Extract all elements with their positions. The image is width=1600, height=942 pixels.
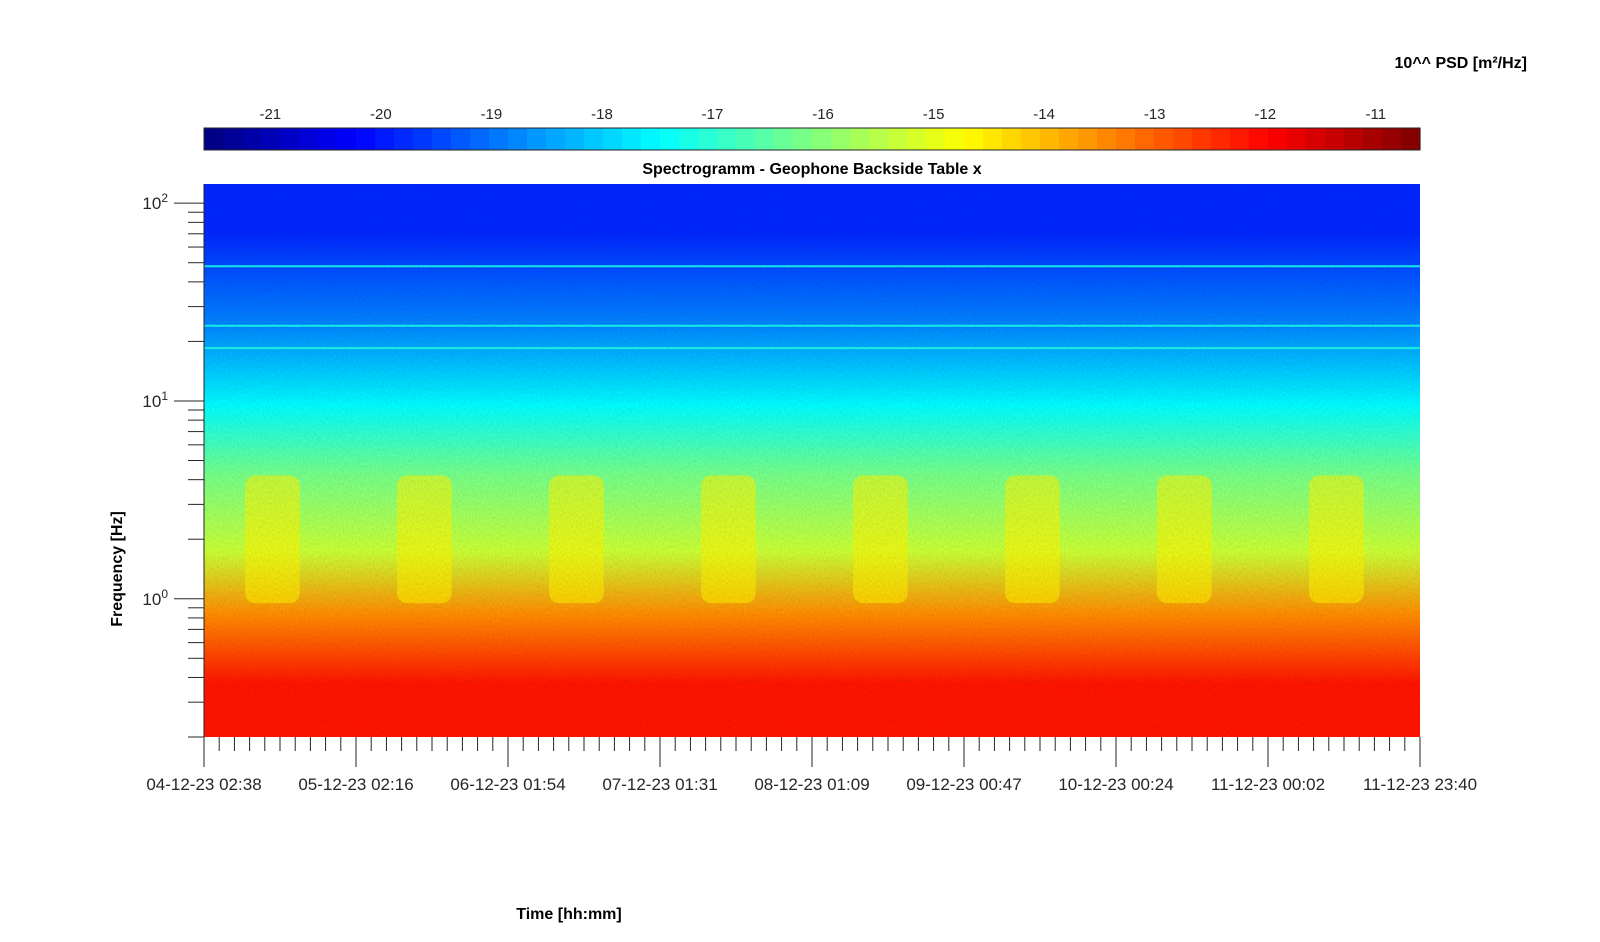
colorbar-tick-label: -21 <box>259 106 281 123</box>
colorbar-segment <box>1040 128 1060 150</box>
colorbar-segment <box>470 128 490 150</box>
colorbar-segment <box>204 128 224 150</box>
x-tick-label: 11-12-23 00:02 <box>1211 775 1325 794</box>
x-axis-label: Time [hh:mm] <box>516 906 621 923</box>
spectrogram-image <box>204 184 1516 737</box>
colorbar-segment <box>432 128 452 150</box>
colorbar-segment <box>318 128 338 150</box>
colorbar-segment <box>356 128 376 150</box>
colorbar-segment <box>565 128 585 150</box>
colorbar-segment <box>1097 128 1117 150</box>
colorbar-segment <box>641 128 661 150</box>
colorbar-segment <box>945 128 965 150</box>
colorbar-segment <box>546 128 566 150</box>
colorbar-segment <box>964 128 984 150</box>
colorbar-segment <box>793 128 813 150</box>
colorbar-segment <box>698 128 718 150</box>
colorbar-segment <box>1021 128 1041 150</box>
y-axis-label: Frequency [Hz] <box>109 511 126 627</box>
colorbar-segment <box>736 128 756 150</box>
colorbar-segment <box>926 128 946 150</box>
colorbar-segment <box>622 128 642 150</box>
y-tick-label: 101 <box>142 389 168 411</box>
x-tick-label: 09-12-23 00:47 <box>906 775 1021 794</box>
colorbar-segment <box>1211 128 1231 150</box>
y-tick-label: 102 <box>142 191 168 213</box>
colorbar-segment <box>337 128 357 150</box>
colorbar-segment <box>1249 128 1269 150</box>
colorbar-segment <box>527 128 547 150</box>
colorbar-segment <box>375 128 395 150</box>
colorbar-segment <box>888 128 908 150</box>
colorbar-segment <box>831 128 851 150</box>
colorbar-segment <box>1382 128 1402 150</box>
chart-title: Spectrogramm - Geophone Backside Table x <box>642 161 981 178</box>
colorbar-tick-label: -20 <box>370 106 392 123</box>
colorbar-segment <box>660 128 680 150</box>
colorbar-segment <box>907 128 927 150</box>
x-tick-label: 07-12-23 01:31 <box>602 775 717 794</box>
colorbar-tick-label: -13 <box>1144 106 1166 123</box>
colorbar-segment <box>1135 128 1155 150</box>
colorbar-segment <box>717 128 737 150</box>
colorbar-segment <box>755 128 775 150</box>
colorbar-tick-label: -19 <box>481 106 503 123</box>
colorbar-tick-label: -11 <box>1365 106 1386 123</box>
colorbar-segment <box>394 128 414 150</box>
colorbar-segment <box>1401 128 1421 150</box>
colorbar-tick-label: -12 <box>1254 106 1276 123</box>
colorbar-segment <box>850 128 870 150</box>
activity-patch <box>1461 475 1516 603</box>
colorbar-tick-label: -16 <box>812 106 834 123</box>
colorbar-segment <box>679 128 699 150</box>
colorbar-frame <box>203 127 1421 151</box>
colorbar-label: 10^^ PSD [m²/Hz] <box>1395 55 1527 72</box>
colorbar-segment <box>1192 128 1212 150</box>
colorbar-segment <box>1363 128 1383 150</box>
x-tick-label: 11-12-23 23:40 <box>1363 775 1477 794</box>
colorbar-segment <box>1268 128 1288 150</box>
colorbar-segment <box>1002 128 1022 150</box>
colorbar-segment <box>413 128 433 150</box>
colorbar-tick-label: -17 <box>702 106 724 123</box>
colorbar-tick-label: -15 <box>923 106 945 123</box>
x-tick-label: 06-12-23 01:54 <box>450 775 565 794</box>
colorbar-segment <box>489 128 509 150</box>
colorbar-segment <box>1154 128 1174 150</box>
colorbar-segment <box>1116 128 1136 150</box>
colorbar-segment <box>1230 128 1250 150</box>
x-tick-label: 08-12-23 01:09 <box>754 775 869 794</box>
x-tick-label: 05-12-23 02:16 <box>298 775 413 794</box>
colorbar-segment <box>812 128 832 150</box>
colorbar-segment <box>1344 128 1364 150</box>
colorbar-segment <box>451 128 471 150</box>
colorbar-segment <box>584 128 604 150</box>
colorbar-segment <box>1078 128 1098 150</box>
colorbar-tick-label: -18 <box>591 106 613 123</box>
y-tick-label: 100 <box>142 587 168 609</box>
colorbar-segment <box>869 128 889 150</box>
colorbar-segment <box>983 128 1003 150</box>
colorbar-segment <box>603 128 623 150</box>
colorbar-segment <box>508 128 528 150</box>
x-tick-label: 10-12-23 00:24 <box>1058 775 1173 794</box>
colorbar-segment <box>774 128 794 150</box>
colorbar-segment <box>261 128 281 150</box>
colorbar-segment <box>242 128 262 150</box>
colorbar-segment <box>1059 128 1079 150</box>
colorbar-segment <box>299 128 319 150</box>
colorbar-segment <box>1325 128 1345 150</box>
colorbar-tick-label: -14 <box>1033 106 1055 123</box>
colorbar-gradient <box>204 128 1421 150</box>
x-tick-label: 04-12-23 02:38 <box>146 775 261 794</box>
colorbar-segment <box>280 128 300 150</box>
colorbar-segment <box>1287 128 1307 150</box>
x-axis: 04-12-23 02:38 05-12-23 02:16 06-12-23 01:… <box>146 737 1477 794</box>
colorbar-segment <box>223 128 243 150</box>
y-axis: 100 101 102 <box>142 184 205 738</box>
colorbar-segment <box>1306 128 1326 150</box>
colorbar-segment <box>1173 128 1193 150</box>
